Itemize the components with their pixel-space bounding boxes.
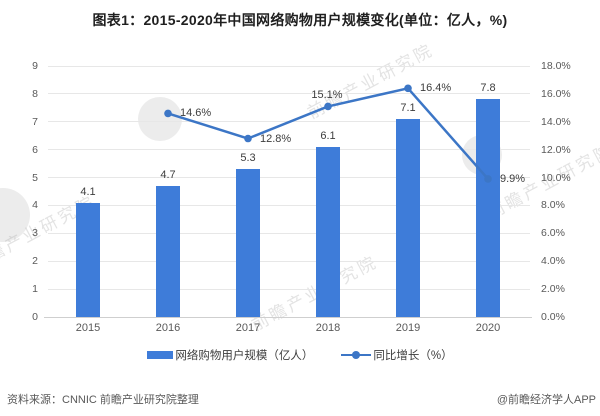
bar-value-label: 6.1 (320, 129, 336, 142)
left-axis-tick: 4 (32, 199, 38, 212)
footer: 资料来源：CNNIC 前瞻产业研究院整理 @前瞻经济学人APP (0, 391, 600, 407)
x-axis-line (44, 317, 532, 318)
gridline (48, 232, 530, 234)
line-value-label: 14.6% (180, 107, 212, 120)
left-axis-tick: 0 (32, 311, 38, 323)
line-point-marker (324, 102, 332, 111)
right-axis-tick: 0.0% (541, 311, 565, 323)
right-axis-tick: 8.0% (541, 199, 565, 212)
line-point-marker (164, 109, 172, 118)
legend: 网络购物用户规模（亿人） 同比增长（%） (0, 347, 600, 363)
x-axis-label: 2020 (475, 322, 501, 334)
left-axis-tick: 8 (32, 87, 38, 100)
left-axis-tick: 9 (32, 60, 38, 72)
right-axis-tick: 16.0% (541, 87, 571, 100)
line-value-label: 15.1% (311, 89, 343, 102)
bar-value-label: 5.3 (240, 152, 256, 165)
x-axis-label: 2016 (155, 322, 181, 334)
legend-item-growth: 同比增长（%） (341, 347, 453, 363)
bar-2017 (236, 169, 260, 317)
gridline (48, 121, 530, 123)
gridline (48, 260, 530, 262)
gridline (48, 93, 530, 95)
bar-2015 (76, 202, 100, 317)
left-axis-tick: 5 (32, 171, 38, 184)
line-value-label: 9.9% (500, 172, 526, 185)
line-series-swatch (341, 351, 372, 359)
x-axis-label: 2019 (395, 322, 421, 334)
legend-item-user-scale: 网络购物用户规模（亿人） (147, 347, 313, 363)
x-axis-label: 2017 (235, 322, 261, 334)
chart-title: 图表1：2015-2020年中国网络购物用户规模变化(单位：亿人，%) (92, 12, 508, 28)
left-axis-tick: 6 (32, 143, 38, 156)
bar-2018 (316, 146, 340, 317)
source-note: 资料来源：CNNIC 前瞻产业研究院整理 (7, 394, 199, 406)
line-point-marker (244, 134, 252, 143)
credit-note: @前瞻经济学人APP (496, 394, 596, 406)
bar-2016 (156, 185, 180, 317)
legend-label-user-scale: 网络购物用户规模（亿人） (175, 350, 314, 362)
right-axis-tick: 4.0% (541, 255, 565, 268)
left-axis-tick: 7 (32, 115, 38, 128)
left-axis-tick: 3 (32, 227, 38, 240)
right-axis-tick: 10.0% (541, 171, 571, 184)
right-axis-tick: 2.0% (541, 283, 565, 296)
line-value-label: 16.4% (420, 82, 452, 95)
line-point-marker (404, 84, 412, 93)
bar-value-label: 7.1 (400, 101, 416, 114)
bar-series-swatch (147, 351, 174, 359)
line-value-label: 12.8% (260, 132, 292, 145)
x-axis-label: 2018 (315, 322, 341, 334)
bar-2019 (396, 118, 420, 317)
bar-value-label: 7.8 (480, 82, 496, 95)
right-axis-tick: 18.0% (541, 60, 571, 72)
right-axis-tick: 6.0% (541, 227, 565, 240)
gridline (48, 177, 530, 179)
gridline (48, 149, 530, 151)
bar-value-label: 4.7 (160, 168, 176, 181)
bar-2020 (476, 99, 500, 317)
left-axis-tick: 2 (32, 255, 38, 268)
right-axis-tick: 14.0% (541, 115, 571, 128)
right-axis-tick: 12.0% (541, 143, 571, 156)
gridline (48, 65, 530, 67)
legend-label-growth: 同比增长（%） (373, 350, 453, 362)
line-marker-dot (352, 351, 361, 359)
gridline (48, 204, 530, 206)
gridline (48, 288, 530, 290)
bar-value-label: 4.1 (80, 185, 96, 198)
x-axis-label: 2015 (75, 322, 101, 334)
left-axis-tick: 1 (32, 283, 38, 296)
